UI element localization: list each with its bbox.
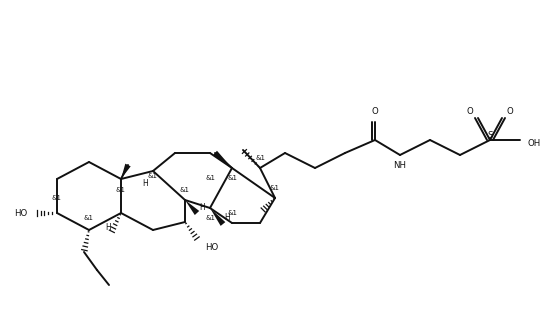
Text: HO: HO (205, 243, 218, 252)
Text: &1: &1 (270, 185, 280, 191)
Text: NH: NH (393, 160, 406, 170)
Text: &1: &1 (255, 155, 265, 161)
Polygon shape (210, 208, 225, 226)
Polygon shape (121, 164, 130, 179)
Text: O: O (467, 107, 473, 116)
Text: &1: &1 (148, 173, 158, 179)
Text: O: O (372, 107, 379, 116)
Text: &1: &1 (227, 210, 237, 216)
Text: H: H (105, 223, 111, 231)
Text: OH: OH (528, 138, 541, 148)
Text: H: H (224, 214, 230, 223)
Text: &1: &1 (205, 175, 215, 181)
Text: S: S (487, 131, 493, 139)
Text: &1: &1 (227, 175, 237, 181)
Text: H: H (142, 178, 148, 187)
Polygon shape (213, 151, 232, 168)
Text: &1: &1 (84, 215, 94, 221)
Text: &1: &1 (205, 215, 215, 221)
Text: O: O (507, 107, 513, 116)
Text: &1: &1 (180, 187, 190, 193)
Text: HO: HO (14, 208, 27, 218)
Polygon shape (185, 200, 199, 215)
Text: &1: &1 (116, 187, 126, 193)
Text: &1: &1 (52, 195, 62, 201)
Text: H: H (199, 203, 205, 213)
